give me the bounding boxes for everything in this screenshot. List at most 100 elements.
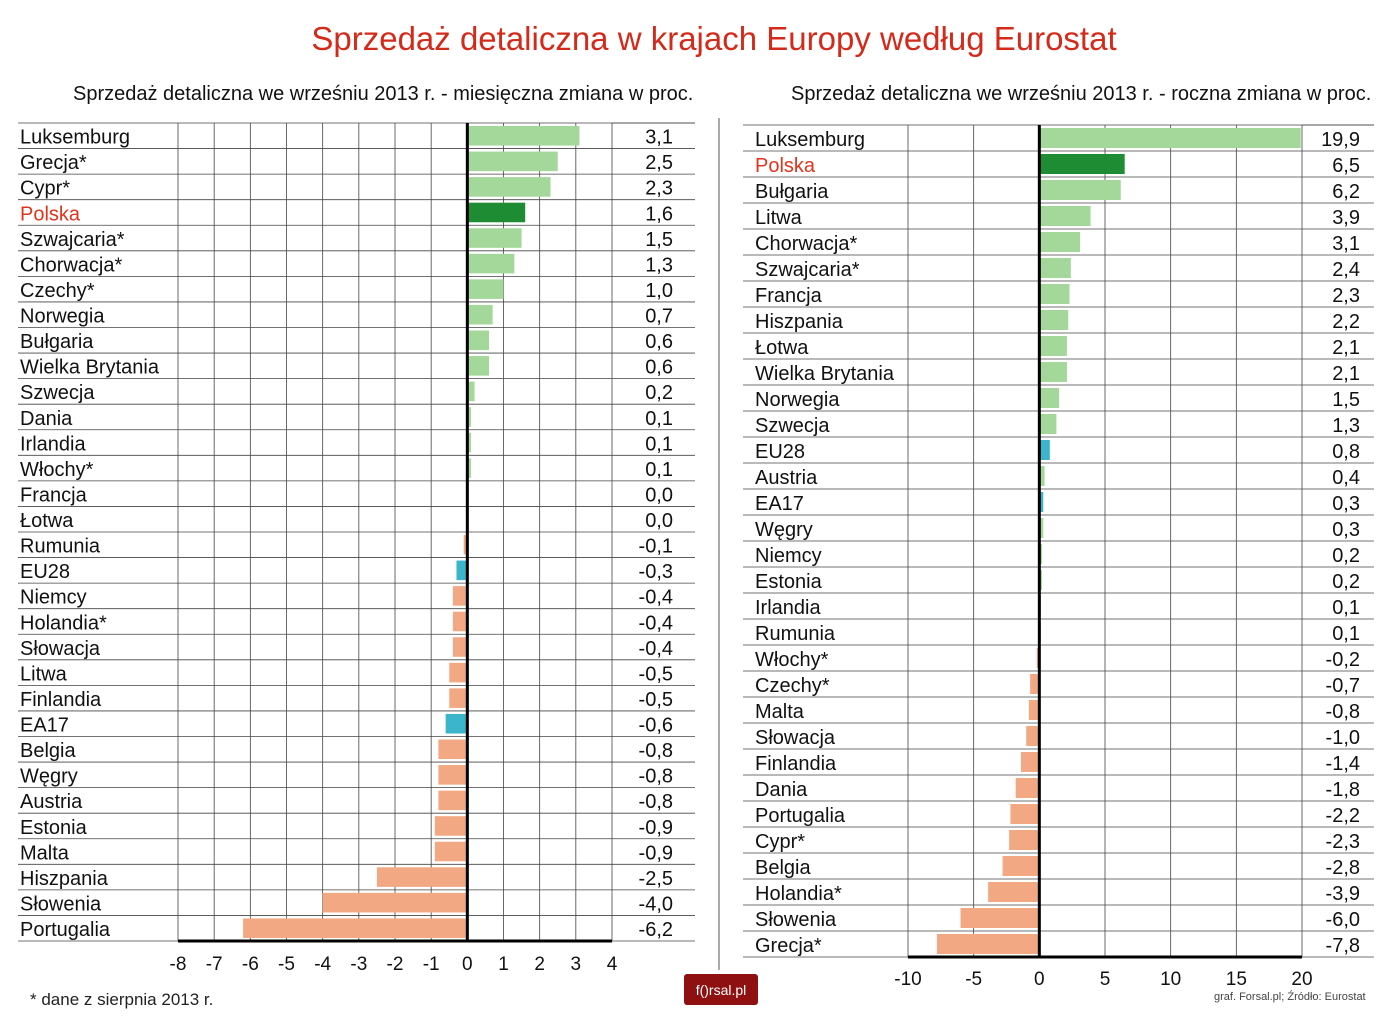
category-label: EU28 [755,441,805,463]
category-label: Szwajcaria* [755,259,860,281]
category-label: Austria [20,791,83,813]
value-label: 3,1 [645,127,673,149]
value-label: -0,8 [639,791,673,813]
category-label: Luksemburg [20,127,130,149]
value-label: -0,8 [639,740,673,762]
value-label: -0,6 [639,715,673,737]
value-label: 0,4 [1332,467,1360,489]
bar-ea17 [1039,492,1044,512]
bar-węgry [438,765,468,785]
value-label: -1,8 [1326,779,1360,801]
bar-norwegia [467,304,493,325]
category-label: Słowacja [755,727,836,749]
category-label: EA17 [755,493,804,515]
x-tick-label: -7 [206,954,223,975]
category-label: Chorwacja* [755,233,857,255]
bar-estonia [434,816,468,836]
value-label: 2,2 [1332,311,1360,333]
value-label: 1,3 [645,254,673,276]
value-label: 0,1 [645,433,673,455]
value-label: -0,2 [1326,649,1360,671]
bar-czechy [467,279,504,299]
category-label: Słowacja [20,638,101,660]
bar-szwecja [1039,414,1057,434]
forsal-logo: f()rsal.pl [684,974,758,1005]
category-label: Łotwa [755,337,809,359]
x-tick-label: -2 [387,954,404,975]
category-label: Słowenia [20,893,102,915]
value-label: -0,4 [639,638,673,660]
bar-litwa [1039,206,1091,226]
category-label: Finlandia [755,753,837,775]
value-label: 2,3 [1332,285,1360,307]
x-tick-label: -6 [242,954,259,975]
value-label: 2,1 [1332,363,1360,385]
category-label: Włochy* [20,459,94,481]
chart-yearly-title: Sprzedaż detaliczna we wrześniu 2013 r. … [791,83,1372,105]
category-label: Malta [755,701,805,723]
value-label: -0,8 [1326,701,1360,723]
x-tick-label: -5 [965,969,982,990]
x-tick-label: -10 [894,969,921,990]
category-label: Wielka Brytania [755,363,895,385]
value-label: -1,4 [1326,753,1360,775]
bar-grecja [467,151,558,172]
value-label: -0,4 [639,587,673,609]
category-label: Holandia* [20,612,107,634]
category-label: Dania [755,779,808,801]
x-tick-label: 0 [1034,969,1045,990]
value-label: 0,2 [1332,571,1360,593]
category-label: Rumunia [755,623,836,645]
bar-włochy [467,458,471,478]
category-label: Belgia [20,740,76,762]
category-label: Szwecja [755,415,830,437]
value-label: -6,0 [1326,909,1360,931]
source-note: graf. Forsal.pl; Źródło: Eurostat [1214,991,1366,1003]
bar-finlandia [449,688,468,708]
value-label: 0,6 [645,331,673,353]
bar-wielka-brytania [467,356,490,376]
bar-luksemburg [1039,128,1301,148]
category-label: Cypr* [755,831,805,853]
value-label: 0,1 [645,408,673,430]
value-label: 0,2 [1332,545,1360,567]
x-tick-label: -4 [314,954,331,975]
bar-chorwacja [1039,232,1081,252]
value-label: -1,0 [1326,727,1360,749]
bar-szwajcaria [1039,258,1071,278]
bar-słowenia [322,892,468,913]
category-label: Szwecja [20,382,95,404]
value-label: -0,5 [639,663,673,685]
bar-wielka-brytania [1039,362,1067,382]
category-label: Wielka Brytania [20,357,160,379]
bar-bułgaria [467,330,490,351]
value-label: 1,3 [1332,415,1360,437]
value-label: 1,6 [645,203,673,225]
category-label: Bułgaria [755,181,829,203]
bar-szwecja [467,381,475,402]
bar-eu28 [456,560,468,581]
bar-bułgaria [1039,180,1121,200]
value-label: -7,8 [1326,935,1360,957]
bar-cypr [1009,830,1040,850]
x-tick-label: 1 [498,954,509,975]
x-tick-label: 5 [1100,969,1111,990]
value-label: -2,2 [1326,805,1360,827]
bar-malta [434,841,468,862]
x-tick-label: 4 [607,954,618,975]
category-label: Litwa [755,207,803,229]
value-label: 1,5 [1332,389,1360,411]
value-label: -0,7 [1326,675,1360,697]
category-label: Łotwa [20,510,74,532]
value-label: 0,8 [1332,441,1360,463]
value-label: 0,1 [1332,597,1360,619]
value-label: 6,2 [1332,181,1360,203]
value-label: -2,8 [1326,857,1360,879]
bar-luksemburg [467,126,580,146]
page-title: Sprzedaż detaliczna w krajach Europy wed… [311,20,1117,57]
category-label: Portugalia [755,805,846,827]
category-label: Francja [20,484,88,506]
category-label: Słowenia [755,909,837,931]
category-label: Grecja* [20,152,87,174]
